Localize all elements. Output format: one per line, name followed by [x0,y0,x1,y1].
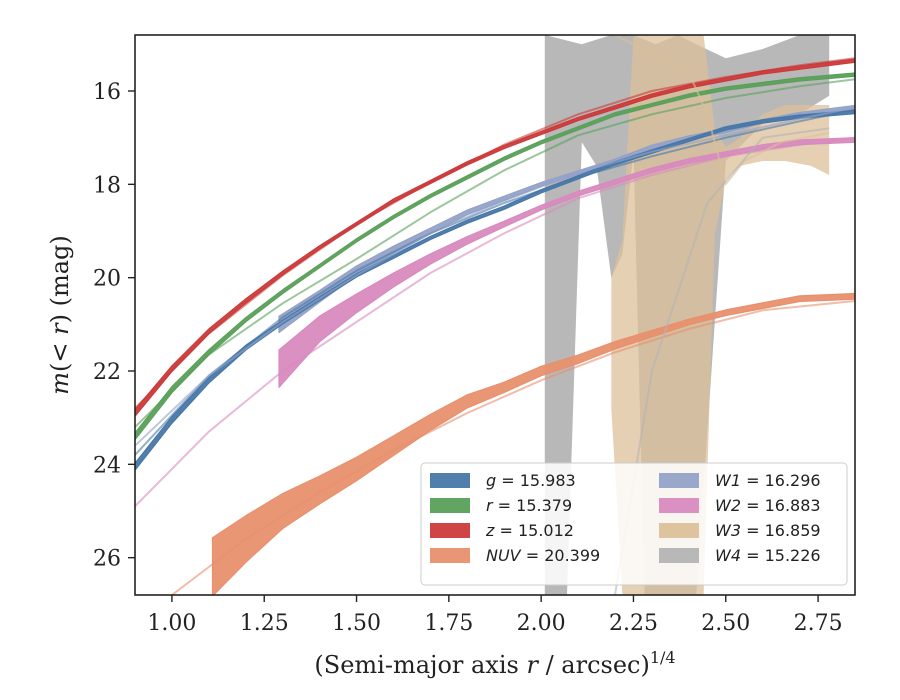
y-tick-label: 22 [93,360,121,385]
y-tick-label: 24 [93,453,121,478]
series-model-lines [135,35,855,595]
x-axis-label: (Semi-major axis r / arcsec)1/4 [314,648,675,679]
x-tick-label: 1.00 [147,611,196,636]
x-tick-label: 2.25 [609,611,658,636]
y-tick-label: 18 [93,173,121,198]
plot-frame [134,34,856,596]
legend-g-label: g = 15.983 [486,471,576,490]
x-tick-label: 1.75 [424,611,473,636]
x-axis-ticks: 1.00 1.25 1.50 1.75 2.00 2.25 2.50 2.75 [147,595,843,636]
y-tick-label: 16 [93,80,121,105]
legend-box [420,462,848,586]
legend-r-label: r = 15.379 [486,496,572,515]
series-r-model-line [135,78,855,428]
legend-r-swatch [430,498,470,513]
series-w3-band [611,35,830,595]
legend-nuv-label: NUV = 20.399 [486,546,600,565]
series-w2-band [278,137,855,388]
x-tick-label: 1.25 [240,611,289,636]
series-z-model-line [135,57,855,410]
legend-w3-label: W3 = 16.859 [715,521,821,540]
x-tick-label: 2.00 [517,611,566,636]
legend-w3-swatch [659,523,699,538]
series-w1-model-line [135,106,855,447]
legend-w2-swatch [659,498,699,513]
x-tick-label: 2.75 [794,611,843,636]
legend: g = 15.983 r = 15.379 z = 15.012 NUV = 20.3… [420,462,848,586]
series-w3-model-line [614,35,830,186]
series-nuv-band [211,292,855,595]
x-tick-label: 2.50 [701,611,750,636]
legend-g-swatch [430,473,470,488]
legend-w4-label: W4 = 15.226 [715,546,821,565]
legend-w2-label: W2 = 16.883 [715,496,821,515]
legend-nuv-swatch [430,548,470,563]
x-tick-label: 1.50 [332,611,381,636]
legend-z-swatch [430,523,470,538]
y-tick-label: 20 [93,267,121,292]
legend-z-label: z = 15.012 [485,521,574,540]
y-tick-label: 26 [93,547,121,572]
legend-w1-label: W1 = 16.296 [715,471,821,490]
legend-w4-swatch [659,548,699,563]
y-axis-ticks: 16 18 20 22 24 26 [93,80,135,572]
series-r-band [135,72,855,441]
series-g-model-line [135,108,855,456]
y-axis-label: m(< r) (mag) [46,235,74,395]
series-w4-model-line [614,127,830,595]
legend-w1-swatch [659,473,699,488]
series-nuv-model-line [171,300,855,595]
